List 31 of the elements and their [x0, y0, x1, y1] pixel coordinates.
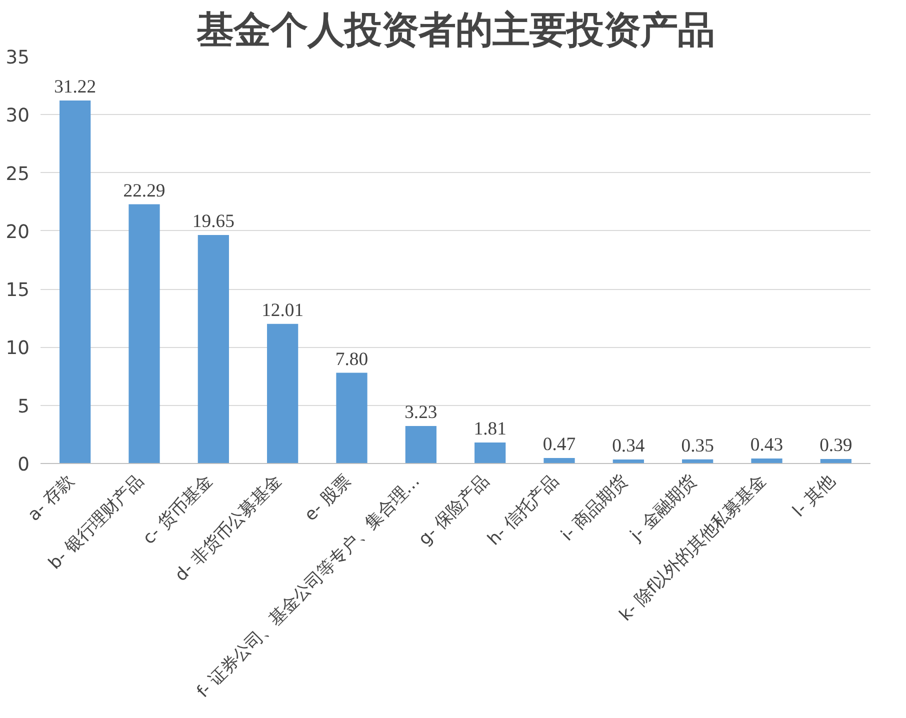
data-label: 19.65 — [192, 211, 234, 232]
bar — [544, 458, 575, 464]
bar — [336, 372, 368, 464]
data-label: 0.43 — [750, 434, 784, 456]
y-tick-label: 5 — [18, 396, 30, 418]
bar — [751, 458, 782, 464]
data-label: 0.34 — [612, 436, 646, 457]
y-tick-label: 35 — [6, 48, 30, 68]
bar — [405, 426, 436, 464]
chart-title: 基金个人投资者的主要投资产品 — [196, 8, 714, 52]
data-label: 31.22 — [54, 76, 96, 98]
data-label: 0.47 — [542, 434, 576, 456]
data-label: 0.35 — [681, 435, 714, 456]
bar — [198, 235, 229, 464]
x-tick-label: e- 股票 — [300, 471, 355, 526]
bar — [128, 204, 160, 464]
data-label: 0.39 — [820, 434, 852, 456]
data-label: 22.29 — [123, 180, 166, 202]
y-tick-label: 15 — [6, 280, 30, 302]
data-label: 3.23 — [404, 402, 438, 423]
data-label: 7.80 — [335, 348, 368, 370]
y-tick-label: 10 — [6, 338, 30, 360]
y-tick-label: 20 — [6, 222, 30, 243]
data-label: 12.01 — [262, 300, 304, 321]
bar — [474, 442, 506, 464]
bar — [60, 100, 91, 464]
data-label: 1.81 — [474, 418, 506, 440]
bar — [267, 324, 298, 464]
y-tick-label: 25 — [6, 164, 30, 185]
y-tick-label: 30 — [6, 106, 30, 127]
x-tick-label: l- 其他 — [789, 471, 840, 522]
